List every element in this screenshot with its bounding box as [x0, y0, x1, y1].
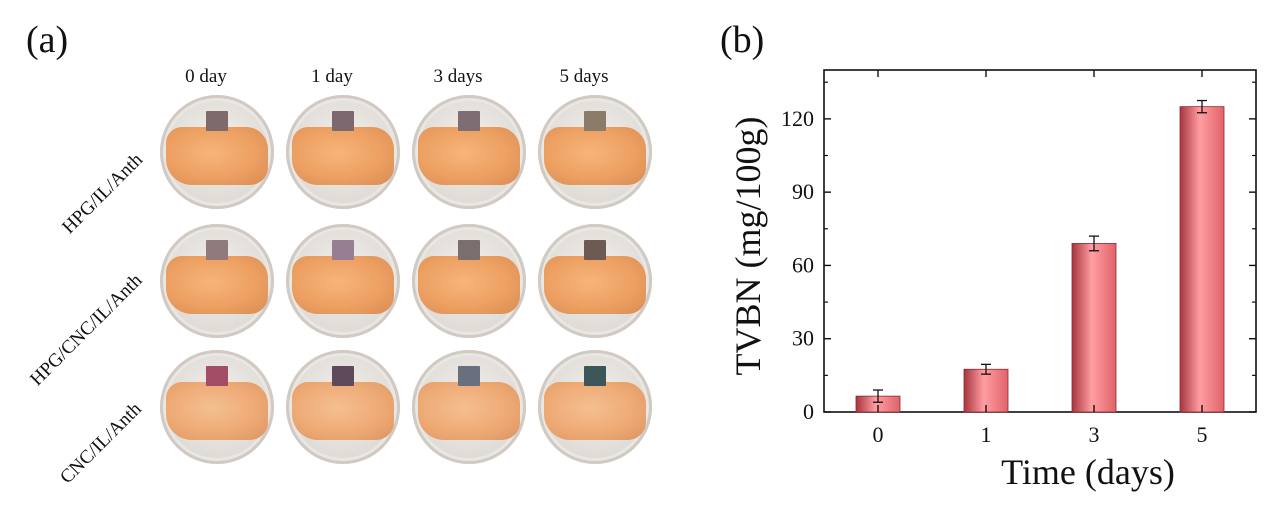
x-tick-label: 5 — [1197, 422, 1208, 447]
petri-dish — [538, 224, 652, 338]
meat-sample — [292, 256, 394, 314]
plot-frame — [823, 69, 1257, 413]
indicator-film — [332, 111, 354, 131]
indicator-film — [332, 366, 354, 386]
chart-bars — [855, 99, 1225, 413]
meat-sample — [166, 127, 268, 185]
indicator-film — [206, 240, 228, 260]
chart-ticks: 0 30 60 90 120 0 1 3 5 — [781, 70, 1256, 447]
indicator-film — [584, 240, 606, 260]
y-tick-label: 30 — [792, 326, 814, 351]
y-tick-label: 90 — [792, 179, 814, 204]
y-tick-label: 120 — [781, 106, 814, 131]
petri-dish — [160, 95, 274, 209]
indicator-film — [458, 240, 480, 260]
meat-sample — [544, 382, 646, 440]
meat-sample — [292, 382, 394, 440]
petri-dish — [538, 95, 652, 209]
x-tick-label: 0 — [873, 422, 884, 447]
meat-sample — [544, 127, 646, 185]
meat-sample — [418, 382, 520, 440]
column-header-1-day: 1 day — [311, 66, 353, 87]
petri-dish — [160, 224, 274, 338]
column-header-0-day: 0 day — [185, 66, 227, 87]
bar-3 — [1071, 243, 1117, 413]
y-tick-label: 60 — [792, 252, 814, 277]
meat-sample — [166, 382, 268, 440]
column-header-3-days: 3 days — [433, 66, 483, 87]
indicator-film — [206, 366, 228, 386]
petri-dish — [412, 95, 526, 209]
photo-grid: 0 day 1 day 3 days 5 days HPG/IL/Anth HP… — [26, 66, 652, 489]
petri-dish — [412, 224, 526, 338]
meat-sample — [292, 127, 394, 185]
row-label-cnc-il-anth: CNC/IL/Anth — [56, 398, 146, 489]
indicator-film — [332, 240, 354, 260]
indicator-film — [584, 366, 606, 386]
petri-dish — [286, 224, 400, 338]
petri-dish — [286, 350, 400, 464]
indicator-film — [206, 111, 228, 131]
petri-dish — [286, 95, 400, 209]
petri-dish — [538, 350, 652, 464]
y-tick-label: 0 — [803, 399, 814, 424]
x-tick-label: 3 — [1089, 422, 1100, 447]
row-label-hpg-cnc-il-anth: HPG/CNC/IL/Anth — [26, 269, 147, 391]
x-tick-label: 1 — [981, 422, 992, 447]
x-axis-label: Time (days) — [1001, 452, 1175, 492]
meat-sample — [418, 127, 520, 185]
meat-sample — [544, 256, 646, 314]
indicator-film — [458, 111, 480, 131]
column-header-5-days: 5 days — [559, 66, 609, 87]
bar-5 — [1179, 106, 1225, 413]
meat-sample — [418, 256, 520, 314]
indicator-film — [584, 111, 606, 131]
panel-label-b: (b) — [720, 19, 765, 61]
y-axis-label: TVBN (mg/100g) — [728, 117, 768, 376]
panel-label-a: (a) — [26, 19, 69, 61]
row-label-hpg-il-anth: HPG/IL/Anth — [58, 149, 147, 239]
petri-dish — [412, 350, 526, 464]
petri-dish — [160, 350, 274, 464]
chart-axes — [823, 69, 1257, 413]
tvbn-bar-chart: 0 30 60 90 120 0 1 3 5 Time (days) TVBN (mg/100g… — [728, 69, 1257, 492]
meat-sample — [166, 256, 268, 314]
indicator-film — [458, 366, 480, 386]
